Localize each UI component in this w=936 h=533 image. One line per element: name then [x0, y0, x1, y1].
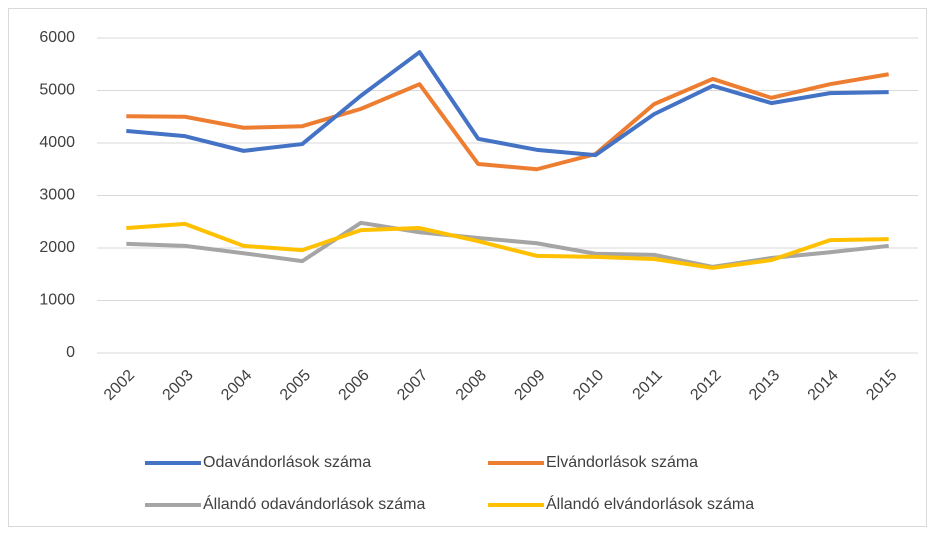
y-tick-label: 3000: [39, 187, 75, 204]
y-tick-label: 2000: [39, 239, 75, 256]
legend-label: Odavándorlások száma: [203, 454, 371, 471]
x-tick-label: 2006: [336, 367, 373, 404]
y-tick-label: 6000: [39, 29, 75, 46]
x-tick-label: 2002: [101, 367, 138, 404]
series-line: [126, 50, 889, 158]
series-line: [126, 72, 890, 172]
x-tick-label: 2014: [805, 367, 842, 404]
x-tick-label: 2011: [630, 367, 666, 403]
x-tick-label: 2005: [277, 367, 314, 404]
x-tick-label: 2015: [863, 367, 900, 404]
y-tick-label: 5000: [39, 82, 75, 99]
x-tick-label: 2010: [570, 367, 607, 404]
x-tick-label: 2012: [687, 367, 724, 404]
legend-label: Állandó elvándorlások száma: [546, 494, 754, 513]
legend-label: Elvándorlások száma: [546, 454, 698, 471]
x-tick-label: 2003: [160, 367, 197, 404]
y-tick-label: 4000: [39, 134, 75, 151]
y-tick-label: 0: [66, 344, 75, 361]
x-tick-label: 2013: [746, 367, 783, 404]
y-tick-label: 1000: [39, 292, 75, 309]
x-tick-label: 2008: [453, 367, 490, 404]
x-tick-label: 2009: [511, 367, 548, 404]
legend-label: Állandó odavándorlások száma: [203, 494, 425, 513]
x-tick-label: 2004: [218, 367, 255, 404]
x-tick-label: 2007: [394, 367, 431, 404]
chart-frame: [8, 8, 927, 527]
series-line: [126, 221, 889, 270]
